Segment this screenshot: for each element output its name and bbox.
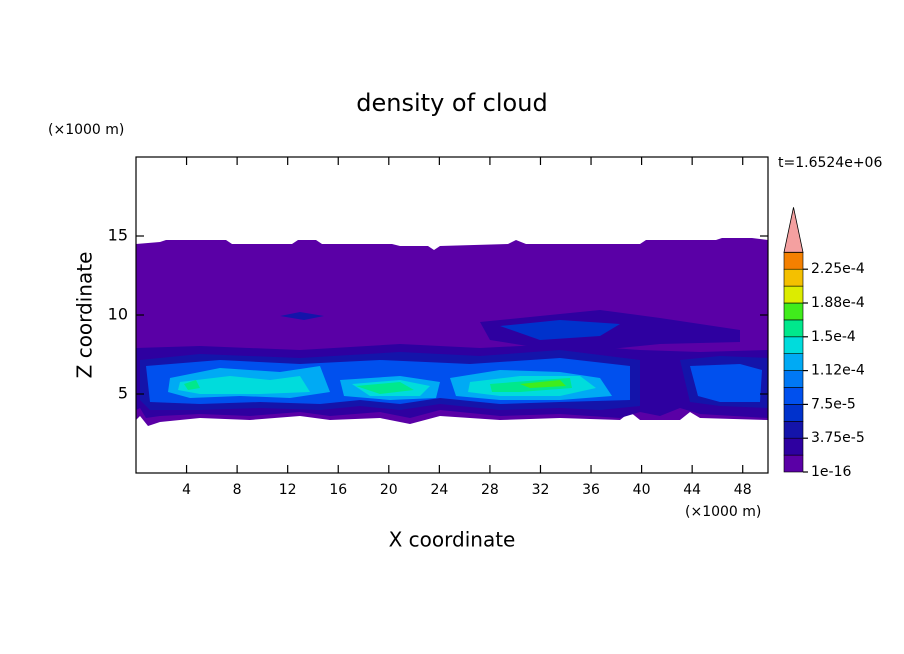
colorbar-band (783, 437, 804, 456)
contour-region (280, 312, 324, 320)
colorbar-band (783, 252, 804, 270)
colorbar-tick-label: 7.5e-5 (811, 396, 856, 412)
colorbar-band (783, 353, 804, 371)
colorbar-band (783, 420, 804, 439)
y-tick-label: 15 (108, 226, 128, 245)
contour-region (356, 382, 414, 394)
x-tick-label: 36 (582, 482, 600, 498)
contour-field (136, 238, 768, 426)
x-tick-label: 12 (279, 482, 297, 498)
colorbar-band (783, 319, 804, 338)
x-axis-label: X coordinate (389, 528, 516, 552)
x-tick-label: 40 (633, 482, 651, 498)
colorbar-band (783, 387, 804, 405)
colorbar-tick-label: 3.75e-5 (811, 430, 865, 446)
contour-region (184, 380, 200, 390)
colorbar-tick-label: 1e-16 (811, 464, 851, 480)
colorbar-band (783, 370, 804, 388)
x-tick-label: 8 (233, 482, 242, 498)
colorbar-band (783, 285, 804, 304)
colorbar-band (783, 404, 804, 422)
colorbar-tick-label: 2.25e-4 (811, 261, 865, 277)
y-unit: (×1000 m) (48, 122, 124, 138)
contour-region (520, 380, 566, 388)
colorbar-tick-label: 1.12e-4 (811, 363, 865, 379)
x-tick-label: 28 (481, 482, 499, 498)
y-tick-label: 5 (118, 384, 128, 403)
colorbar-band (783, 268, 804, 287)
x-tick-label: 44 (683, 482, 701, 498)
x-unit: (×1000 m) (685, 504, 761, 520)
x-tick-label: 32 (532, 482, 550, 498)
x-tick-label: 48 (734, 482, 752, 498)
contour-region (690, 364, 762, 402)
contour-region (500, 320, 620, 340)
y-axis-label: Z coordinate (73, 252, 97, 379)
x-tick-label: 4 (182, 482, 191, 498)
x-tick-label: 16 (329, 482, 347, 498)
contour-region (178, 376, 310, 394)
colorbar-band (783, 302, 804, 321)
x-tick-label: 20 (380, 482, 398, 498)
y-tick-label: 10 (108, 305, 128, 324)
colorbar-tick-label: 1.88e-4 (811, 295, 865, 311)
colorbar-extend (783, 207, 804, 253)
colorbar-band (783, 336, 804, 354)
colorbar-band (783, 454, 804, 473)
colorbar: 1e-16 3.75e-5 7.5e-5 1.12e-4 1.5e-4 1.88e-4 2.… (783, 207, 865, 480)
x-tick-label: 24 (430, 482, 448, 498)
colorbar-tick-label: 1.5e-4 (811, 329, 856, 345)
annotation: t=1.6524e+06 (778, 155, 882, 171)
chart-title: density of cloud (356, 89, 547, 117)
